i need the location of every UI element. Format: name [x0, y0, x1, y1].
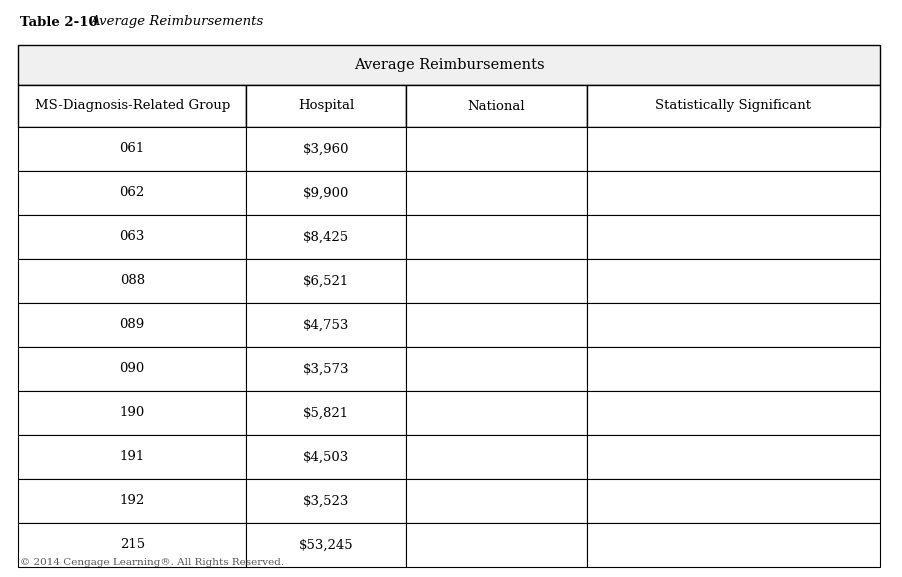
- Bar: [18, 523, 246, 567]
- Text: National: National: [467, 99, 525, 113]
- Text: Statistically Significant: Statistically Significant: [656, 99, 812, 113]
- Bar: [246, 391, 406, 435]
- Bar: [246, 347, 406, 391]
- Bar: [587, 85, 880, 127]
- Bar: [406, 479, 587, 523]
- Bar: [18, 435, 246, 479]
- Bar: [406, 127, 587, 171]
- Bar: [587, 435, 880, 479]
- Text: $8,425: $8,425: [303, 230, 349, 243]
- Text: © 2014 Cengage Learning®. All Rights Reserved.: © 2014 Cengage Learning®. All Rights Res…: [20, 558, 284, 567]
- Bar: [246, 215, 406, 259]
- Text: 088: 088: [120, 275, 145, 287]
- Bar: [406, 523, 587, 567]
- Bar: [18, 215, 246, 259]
- Text: $6,521: $6,521: [303, 275, 349, 287]
- Bar: [406, 435, 587, 479]
- Bar: [246, 479, 406, 523]
- Text: 190: 190: [120, 407, 145, 419]
- Bar: [246, 259, 406, 303]
- Bar: [587, 479, 880, 523]
- Text: 215: 215: [120, 538, 145, 552]
- Text: 089: 089: [120, 319, 145, 332]
- Bar: [587, 259, 880, 303]
- Text: MS-Diagnosis-Related Group: MS-Diagnosis-Related Group: [34, 99, 230, 113]
- Bar: [246, 171, 406, 215]
- Bar: [246, 523, 406, 567]
- Bar: [406, 303, 587, 347]
- Text: $5,821: $5,821: [303, 407, 349, 419]
- Text: Average Reimbursements: Average Reimbursements: [90, 16, 263, 28]
- Text: Average Reimbursements: Average Reimbursements: [354, 58, 544, 72]
- Bar: [406, 215, 587, 259]
- Bar: [587, 127, 880, 171]
- Bar: [587, 347, 880, 391]
- Bar: [406, 85, 587, 127]
- Text: 191: 191: [120, 451, 145, 463]
- Text: 062: 062: [120, 186, 145, 200]
- Bar: [246, 435, 406, 479]
- Bar: [18, 85, 246, 127]
- Text: 192: 192: [120, 494, 145, 508]
- Text: 061: 061: [120, 143, 145, 155]
- Text: 063: 063: [120, 230, 145, 243]
- Bar: [406, 259, 587, 303]
- Bar: [18, 127, 246, 171]
- Bar: [406, 347, 587, 391]
- Text: $4,753: $4,753: [303, 319, 349, 332]
- Bar: [18, 303, 246, 347]
- Bar: [587, 523, 880, 567]
- Bar: [406, 171, 587, 215]
- Bar: [18, 259, 246, 303]
- Text: Hospital: Hospital: [298, 99, 354, 113]
- Bar: [246, 127, 406, 171]
- Text: $3,573: $3,573: [303, 362, 349, 376]
- Bar: [587, 303, 880, 347]
- Bar: [587, 171, 880, 215]
- Bar: [246, 85, 406, 127]
- Text: $3,960: $3,960: [303, 143, 349, 155]
- Text: $4,503: $4,503: [303, 451, 349, 463]
- Text: $3,523: $3,523: [303, 494, 349, 508]
- Text: 090: 090: [120, 362, 145, 376]
- Bar: [18, 479, 246, 523]
- Text: $9,900: $9,900: [303, 186, 349, 200]
- Text: Table 2-10: Table 2-10: [20, 16, 97, 28]
- Bar: [18, 45, 880, 85]
- Bar: [18, 391, 246, 435]
- Bar: [587, 215, 880, 259]
- Bar: [406, 391, 587, 435]
- Bar: [18, 171, 246, 215]
- Bar: [246, 303, 406, 347]
- Bar: [18, 347, 246, 391]
- Bar: [587, 391, 880, 435]
- Text: $53,245: $53,245: [299, 538, 354, 552]
